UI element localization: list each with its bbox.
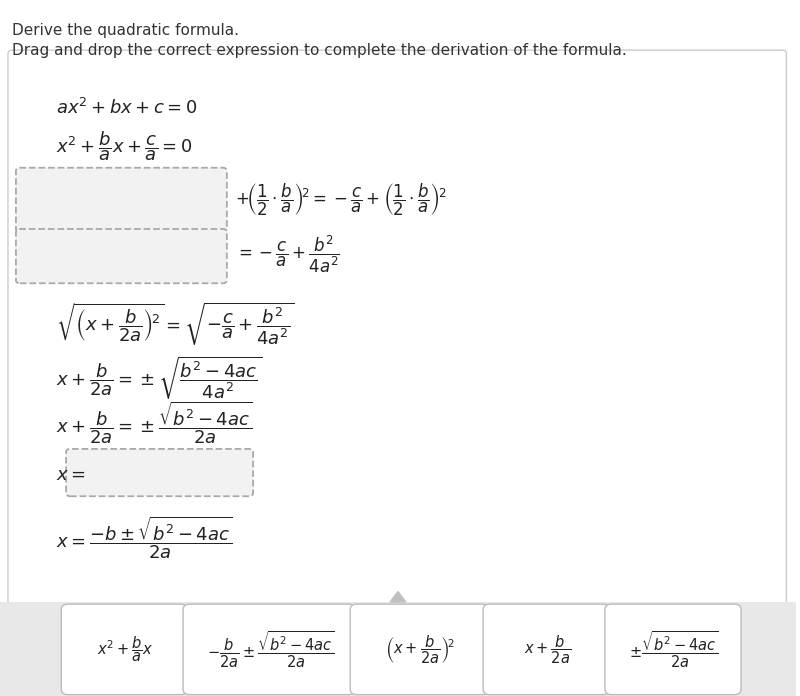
Text: $x = $: $x = $	[56, 466, 86, 484]
Text: Drag and drop the correct expression to complete the derivation of the formula.: Drag and drop the correct expression to …	[12, 43, 626, 58]
Text: $\pm\dfrac{\sqrt{b^2-4ac}}{2a}$: $\pm\dfrac{\sqrt{b^2-4ac}}{2a}$	[630, 629, 719, 670]
Text: $+\!\left(\dfrac{1}{2}\cdot\dfrac{b}{a}\right)^{\!2} = -\dfrac{c}{a} + \left(\df: $+\!\left(\dfrac{1}{2}\cdot\dfrac{b}{a}\…	[235, 182, 446, 218]
FancyBboxPatch shape	[8, 50, 786, 617]
Text: $x = \dfrac{-b \pm \sqrt{b^2-4ac}}{2a}$: $x = \dfrac{-b \pm \sqrt{b^2-4ac}}{2a}$	[56, 514, 232, 561]
Text: $= -\dfrac{c}{a} + \dfrac{b^2}{4a^2}$: $= -\dfrac{c}{a} + \dfrac{b^2}{4a^2}$	[235, 233, 340, 275]
Text: $x + \dfrac{b}{2a} = \pm\dfrac{\sqrt{b^2-4ac}}{2a}$: $x + \dfrac{b}{2a} = \pm\dfrac{\sqrt{b^2…	[56, 399, 252, 446]
Text: $x^2 + \dfrac{b}{a}x$: $x^2 + \dfrac{b}{a}x$	[97, 635, 154, 664]
FancyBboxPatch shape	[605, 604, 741, 695]
Text: $\left(x + \dfrac{b}{2a}\right)^{\!2}$: $\left(x + \dfrac{b}{2a}\right)^{\!2}$	[386, 633, 455, 665]
FancyBboxPatch shape	[16, 168, 227, 232]
FancyBboxPatch shape	[66, 449, 253, 496]
FancyBboxPatch shape	[183, 604, 355, 695]
FancyBboxPatch shape	[62, 604, 187, 695]
FancyBboxPatch shape	[350, 604, 489, 695]
Text: $x^2 + \dfrac{b}{a}x + \dfrac{c}{a} = 0$: $x^2 + \dfrac{b}{a}x + \dfrac{c}{a} = 0$	[56, 129, 192, 163]
Text: $ax^2 + bx + c = 0$: $ax^2 + bx + c = 0$	[56, 98, 197, 118]
Text: $x + \dfrac{b}{2a}$: $x + \dfrac{b}{2a}$	[524, 633, 571, 665]
Text: $-\dfrac{b}{2a} \pm \dfrac{\sqrt{b^2-4ac}}{2a}$: $-\dfrac{b}{2a} \pm \dfrac{\sqrt{b^2-4ac…	[206, 629, 334, 670]
Text: Derive the quadratic formula.: Derive the quadratic formula.	[12, 23, 239, 38]
Polygon shape	[390, 592, 406, 602]
FancyBboxPatch shape	[16, 229, 227, 283]
FancyBboxPatch shape	[0, 602, 796, 696]
Text: $\sqrt{\left(x + \dfrac{b}{2a}\right)^{\!2}} = \sqrt{-\dfrac{c}{a} + \dfrac{b^2}: $\sqrt{\left(x + \dfrac{b}{2a}\right)^{\…	[56, 300, 294, 347]
Text: $x + \dfrac{b}{2a} = \pm\sqrt{\dfrac{b^2-4ac}{4a^2}}$: $x + \dfrac{b}{2a} = \pm\sqrt{\dfrac{b^2…	[56, 354, 262, 401]
FancyBboxPatch shape	[483, 604, 610, 695]
